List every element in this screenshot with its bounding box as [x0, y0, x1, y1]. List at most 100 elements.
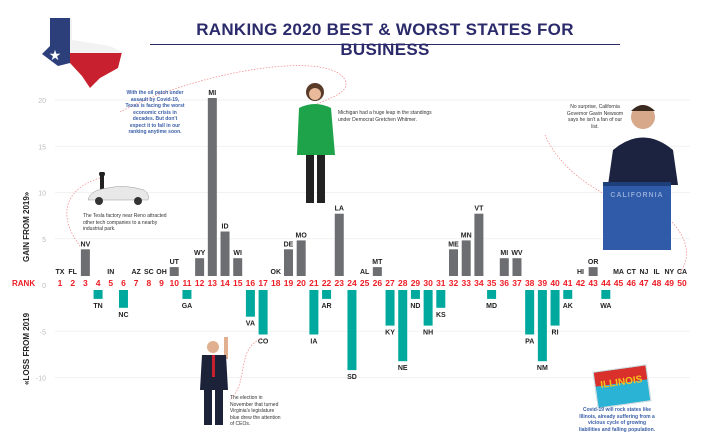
rank-tick-label: 1 — [58, 278, 63, 288]
rank-tick-label: 24 — [347, 278, 357, 288]
podium-text: CALIFORNIA — [610, 192, 664, 199]
illinois-postcard: ILLINOIS — [592, 364, 652, 409]
state-label: WV — [511, 250, 523, 257]
state-label: DE — [284, 241, 294, 248]
state-label: SC — [144, 269, 154, 276]
rank-tick-label: 29 — [411, 278, 421, 288]
state-label: MD — [486, 303, 497, 310]
y-tick-label: 10 — [38, 191, 46, 198]
state-label: OR — [588, 259, 599, 266]
rank-tick-label: 37 — [512, 278, 522, 288]
gain-bar-mi — [499, 258, 509, 276]
gain-bar-or — [588, 267, 598, 276]
rank-tick-label: 20 — [296, 278, 306, 288]
loss-bar-nm — [537, 290, 547, 362]
loss-bar-va — [245, 290, 255, 317]
rank-tick-label: 12 — [195, 278, 205, 288]
whitmer-photo — [293, 80, 338, 210]
state-label: VA — [246, 321, 255, 328]
gain-bar-la — [334, 213, 344, 276]
tesla-arrow — [66, 177, 101, 247]
rank-tick-label: 42 — [576, 278, 586, 288]
rank-tick-label: 13 — [208, 278, 218, 288]
state-label: MA — [613, 269, 624, 276]
gain-bar-mo — [296, 240, 306, 276]
rank-tick-label: 5 — [108, 278, 113, 288]
loss-bar-ky — [385, 290, 395, 326]
rank-tick-label: 46 — [626, 278, 636, 288]
state-label: GA — [182, 303, 193, 310]
svg-text:★: ★ — [49, 47, 62, 63]
gain-bar-me — [449, 249, 459, 276]
rank-tick-label: 31 — [436, 278, 446, 288]
rank-tick-label: 26 — [373, 278, 383, 288]
tesla-note: The Tesla factory near Reno attracted ot… — [83, 213, 167, 232]
state-label: MO — [296, 232, 308, 239]
virginia-arrow — [229, 337, 263, 401]
state-label: ND — [410, 303, 420, 310]
rank-tick-label: 16 — [246, 278, 256, 288]
gain-bar-wy — [195, 258, 205, 276]
rank-tick-label: 36 — [500, 278, 510, 288]
rank-tick-label: 11 — [182, 278, 191, 288]
state-label: MI — [208, 90, 216, 97]
rank-tick-label: 50 — [677, 278, 687, 288]
loss-bar-pa — [525, 290, 535, 335]
state-label: ID — [222, 224, 229, 231]
state-label: AR — [322, 303, 332, 310]
michigan-arrow — [119, 65, 347, 113]
loss-bar-sd — [347, 290, 357, 371]
rank-tick-label: 40 — [550, 278, 560, 288]
loss-bar-ga — [182, 290, 192, 299]
state-label: UT — [170, 259, 180, 266]
rank-tick-label: 35 — [487, 278, 497, 288]
state-label: NE — [398, 365, 408, 372]
state-label: NV — [81, 241, 91, 248]
rank-tick-label: 27 — [385, 278, 395, 288]
title-underline — [150, 44, 620, 45]
state-label: CT — [627, 269, 637, 276]
state-label: IA — [310, 339, 317, 346]
state-label: NJ — [639, 269, 648, 276]
michigan-note: Michigan had a huge leap in the standing… — [338, 110, 432, 123]
state-label: NH — [423, 330, 433, 337]
loss-bar-tn — [93, 290, 103, 299]
rank-tick-label: 39 — [538, 278, 548, 288]
y-tick-label: 20 — [38, 98, 46, 105]
rank-tick-label: 44 — [601, 278, 611, 288]
loss-bar-md — [487, 290, 497, 299]
gain-bar-ut — [169, 267, 179, 276]
rank-tick-label: 10 — [170, 278, 180, 288]
gain-bar-mt — [372, 267, 382, 276]
state-label: KY — [385, 330, 395, 337]
gain-bar-de — [283, 249, 293, 276]
state-label: AZ — [131, 269, 141, 276]
gain-bar-mn — [461, 240, 471, 276]
rank-tick-label: 48 — [652, 278, 662, 288]
rank-tick-label: 17 — [258, 278, 268, 288]
rank-tick-label: 23 — [335, 278, 345, 288]
rank-tick-label: 4 — [96, 278, 101, 288]
texas-flag-image: ★ — [40, 18, 125, 88]
tesla-car-image — [84, 172, 152, 208]
state-label: VT — [474, 206, 484, 213]
loss-bar-wa — [601, 290, 611, 299]
virginia-note: The election in November that turned Vir… — [230, 395, 281, 427]
rank-tick-label: 7 — [134, 278, 139, 288]
state-label: NY — [664, 269, 674, 276]
state-label: WA — [600, 303, 611, 310]
rank-tick-label: 19 — [284, 278, 294, 288]
state-label: SD — [347, 374, 357, 381]
y-tick-label: -10 — [36, 376, 46, 383]
loss-bar-nd — [410, 290, 420, 299]
state-label: PA — [525, 339, 534, 346]
loss-bar-nh — [423, 290, 433, 326]
state-label: CA — [677, 269, 687, 276]
rank-tick-label: 32 — [449, 278, 459, 288]
rank-tick-label: 38 — [525, 278, 535, 288]
gain-bar-wi — [233, 258, 243, 276]
state-label: WY — [194, 250, 206, 257]
gain-bar-id — [220, 231, 230, 276]
y-tick-label: 0 — [42, 283, 46, 290]
loss-bar-nc — [118, 290, 128, 308]
